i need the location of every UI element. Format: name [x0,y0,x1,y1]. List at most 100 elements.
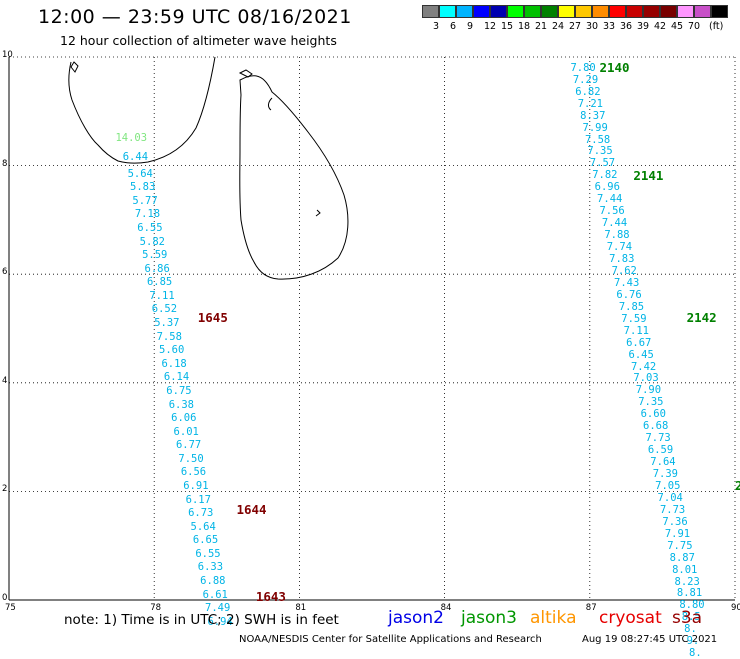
wave-height-label: 6.55 [137,222,163,235]
wave-height-label: 7.49 [205,602,231,615]
wave-height-label: 6.85 [146,276,173,289]
color-scale-label: 15 [501,21,514,32]
color-scale-label: 30 [586,21,599,32]
color-scale-label: 70 [688,21,701,32]
wave-height-label: 5.37 [154,317,180,330]
palk-strait-islands [70,61,321,217]
wave-height-label: 7.73 [645,432,671,445]
lat-tick-label: 10 [2,50,13,60]
pass-number-label: 2140 [599,59,630,75]
wave-height-label: 7.57 [589,157,616,170]
color-scale-label: 21 [535,21,548,32]
lon-tick-label: 78 [150,603,162,613]
lon-tick-label: 84 [440,603,452,613]
map-subtitle: 12 hour collection of altimeter wave hei… [60,33,337,48]
wave-height-label: 6.17 [185,493,211,506]
wave-height-label: 5.83 [130,181,156,194]
wave-height-label: 5.59 [142,249,168,262]
wave-height-label: 6.60 [640,408,666,421]
color-swatch [524,5,541,18]
mission-altika: altika [530,608,577,628]
pass-number-label: 1644 [236,502,267,518]
wave-height-label: 6.75 [166,384,192,397]
color-scale-label: 33 [603,21,616,32]
color-swatch [575,5,592,18]
wave-height-label: 6.59 [647,444,674,457]
wave-height-label: 7.83 [609,252,635,265]
wave-height-label: 8.80 [679,599,705,612]
color-swatch [456,5,473,18]
wave-height-label: 7.21 [577,97,603,110]
wave-height-label: 6.88 [200,574,226,587]
wave-height-label: 7.59 [621,312,647,325]
wave-height-label: 8.23 [674,575,700,588]
color-swatch [694,5,711,18]
wave-height-label: 5.64 [190,520,216,533]
color-scale-label: 27 [569,21,582,32]
wave-height-label: 7.03 [633,372,659,385]
wave-height-label: 7.58 [584,133,611,146]
footer-note: note: 1) Time is in UTC; 2) SWH is in fe… [64,612,339,628]
lat-tick-label: 4 [2,375,8,386]
wave-height-label: 7.82 [592,169,618,182]
wave-height-label: 5.64 [127,167,153,180]
wave-height-label: 7.74 [606,241,633,254]
wave-height-label: 7.18 [134,208,161,221]
lat-tick-label: 8 [2,158,8,169]
wave-height-label: 7.29 [572,73,599,86]
wave-height-label: 7.04 [657,491,683,504]
mission-s3a: s3a [672,608,703,628]
wave-height-label: 8. [684,623,697,636]
color-scale-label: 6 [450,21,457,32]
color-swatch [439,5,456,18]
color-swatch [643,5,660,18]
wave-height-label: 6.82 [575,85,601,98]
color-swatch [507,5,524,18]
wave-height-label: 6.55 [195,547,221,560]
wave-height-label: 7.62 [611,264,637,277]
color-swatch [558,5,575,18]
lon-tick-label: 75 [5,603,16,613]
wave-height-label: 6.38 [168,398,195,411]
coastline [68,56,349,280]
wave-height-label: 7.75 [667,539,693,552]
lon-tick-label: 81 [295,603,307,613]
wave-height-label: 6.06 [171,412,197,425]
color-scale-unit: (ft) [709,21,724,32]
color-swatch [626,5,643,18]
wave-height-label: 6.56 [180,466,207,479]
wave-height-label: 7.73 [659,503,686,516]
wave-height-label: 5.82 [139,235,165,248]
lat-tick-label: 2 [2,484,8,495]
color-swatch [541,5,558,18]
color-scale-label: 39 [637,21,650,32]
color-swatch [677,5,694,18]
wave-height-label: 6.61 [202,588,228,601]
mission-cryosat: cryosat [599,608,662,628]
wave-height-label: 6.68 [643,420,669,433]
wave-height-label: 9. [686,635,700,648]
pass-number-label: 1643 [255,589,286,605]
wave-height-label: 6.86 [144,262,170,275]
wave-height-label: 7.42 [630,360,657,373]
color-swatch [660,5,677,18]
color-scale-label: 45 [671,21,684,32]
lon-tick-label: 87 [585,603,597,613]
wave-height-label: 8.87 [669,551,695,564]
wave-height-label: 7.35 [638,396,664,409]
pass-number-label: 2142 [686,309,717,325]
color-scale-label: 12 [484,21,497,32]
color-scale-label: 3 [433,21,440,32]
mission-jason2: jason2 [388,608,444,628]
wave-height-label: 5.60 [159,344,185,357]
wave-height-label: 5.77 [132,194,158,207]
wave-height-label: 6.94 [207,615,233,628]
wave-height-label: 8.37 [580,109,606,122]
wave-height-label: 7.39 [652,468,679,481]
wave-height-label: 7.11 [149,289,175,302]
color-scale-label: 42 [654,21,667,32]
color-swatch [473,5,490,18]
footer-credit: NOAA/NESDIS Center for Satellite Applica… [239,634,542,645]
map-title: 12:00 — 23:59 UTC 08/16/2021 [38,6,352,28]
wave-height-label: 7.58 [156,330,182,343]
